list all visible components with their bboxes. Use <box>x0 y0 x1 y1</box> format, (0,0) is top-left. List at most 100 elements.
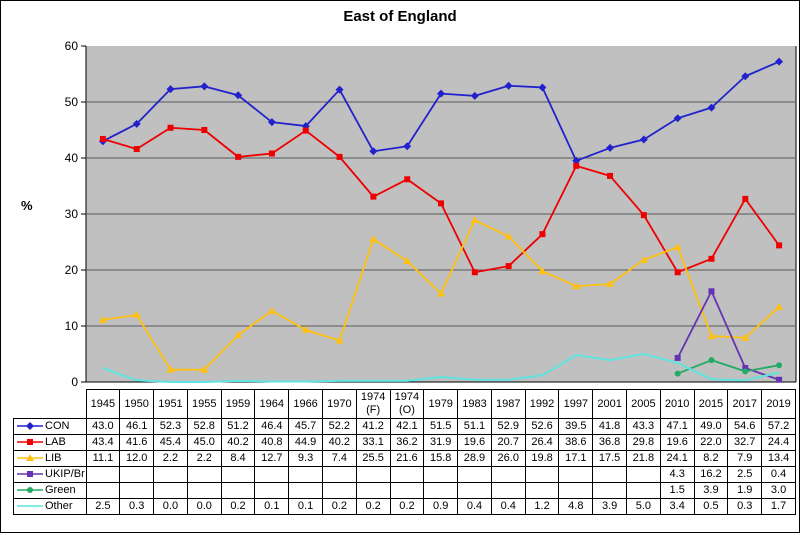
value-cell-con-1951: 52.3 <box>153 418 188 435</box>
year-header-1959: 1959 <box>220 389 256 419</box>
data-point-lab-1964 <box>268 150 275 157</box>
year-header-2015: 2015 <box>693 389 729 419</box>
data-point-con-1974-o <box>403 142 412 151</box>
chart-title: East of England <box>343 8 457 25</box>
legend-marker-shape-ukip-br <box>27 471 33 478</box>
value-cell-con-1987: 52.9 <box>490 418 526 435</box>
value-cell-other-1997: 4.8 <box>558 498 594 515</box>
legend-marker-icon-lib <box>17 454 43 462</box>
value-cell-green-1964 <box>254 482 290 499</box>
value-cell-other-1992: 1.2 <box>524 498 560 515</box>
year-header-1950: 1950 <box>119 389 155 419</box>
value-cell-lab-1979: 31.9 <box>423 434 459 451</box>
data-point-lib-1950 <box>132 310 141 318</box>
legend-item-other: Other <box>13 498 87 515</box>
year-header-2010: 2010 <box>659 389 695 419</box>
year-header-2001: 2001 <box>592 389 627 419</box>
year-header-1964: 1964 <box>254 389 290 419</box>
value-cell-con-2015: 49.0 <box>693 418 729 435</box>
data-point-con-2001 <box>606 143 615 152</box>
value-cell-con-1992: 52.6 <box>524 418 560 435</box>
data-point-lab-1974-o <box>404 176 411 183</box>
value-cell-lab-1966: 44.9 <box>288 434 323 451</box>
value-cell-other-1945: 2.5 <box>85 498 121 515</box>
value-cell-lib-1997: 17.1 <box>558 450 594 467</box>
data-point-con-1950 <box>132 119 141 128</box>
value-cell-other-2005: 5.0 <box>626 498 661 515</box>
data-point-lab-2017 <box>742 195 749 202</box>
value-cell-lab-1987: 20.7 <box>490 434 526 451</box>
data-point-ukip-br-2015 <box>708 288 715 295</box>
value-cell-ukip-br-1997 <box>558 466 594 483</box>
value-cell-lab-1974-o: 36.2 <box>389 434 425 451</box>
value-cell-ukip-br-1945 <box>85 466 121 483</box>
year-header-1992: 1992 <box>524 389 560 419</box>
data-point-con-2019 <box>775 57 784 66</box>
data-point-con-2017 <box>741 72 750 81</box>
value-cell-lib-2001: 17.5 <box>592 450 627 467</box>
data-point-con-1951 <box>166 85 175 94</box>
data-point-lib-2001 <box>606 280 615 287</box>
value-cell-green-1966 <box>288 482 323 499</box>
legend-item-lab: LAB <box>13 434 87 451</box>
data-point-lab-1974-f <box>370 193 377 200</box>
value-cell-green-1974-o <box>389 482 425 499</box>
data-point-lab-1987 <box>505 263 512 270</box>
data-point-lib-2017 <box>741 333 750 341</box>
value-cell-lab-1945: 43.4 <box>85 434 121 451</box>
value-cell-other-1950: 0.3 <box>119 498 155 515</box>
year-header-1974-o: 1974 (O) <box>389 389 425 419</box>
data-point-ukip-br-2017 <box>742 365 749 371</box>
value-cell-lib-1945: 11.1 <box>85 450 121 467</box>
value-cell-lab-2010: 19.6 <box>659 434 695 451</box>
data-point-lib-1959 <box>234 330 243 338</box>
value-cell-con-1983: 51.1 <box>457 418 492 435</box>
data-point-lab-1983 <box>471 269 478 276</box>
data-table: 1945 1950 1951 1955 1959 1964 1966 1970 1974 (F)… <box>13 389 796 515</box>
value-cell-lib-1959: 8.4 <box>220 450 256 467</box>
value-cell-lib-1964: 12.7 <box>254 450 290 467</box>
value-cell-other-2019: 1.7 <box>761 498 796 515</box>
value-cell-lib-2017: 7.9 <box>727 450 763 467</box>
data-point-lib-1964 <box>267 306 276 314</box>
legend-marker-icon-con <box>17 422 43 431</box>
data-point-lib-1974-o <box>403 257 412 265</box>
series-label-other: Other <box>45 500 73 513</box>
value-cell-green-1997 <box>558 482 594 499</box>
data-point-lab-1945 <box>99 135 106 142</box>
year-header-1979: 1979 <box>423 389 459 419</box>
value-cell-lib-1974-o: 21.6 <box>389 450 425 467</box>
data-point-con-1970 <box>335 85 344 94</box>
value-cell-lab-1950: 41.6 <box>119 434 155 451</box>
value-cell-lab-1983: 19.6 <box>457 434 492 451</box>
value-cell-lab-1970: 40.2 <box>321 434 357 451</box>
value-cell-green-1983 <box>457 482 492 499</box>
value-cell-lab-1974-f: 33.1 <box>355 434 391 451</box>
value-cell-ukip-br-1974-o <box>389 466 425 483</box>
data-point-lib-2005 <box>639 255 648 263</box>
series-label-con: CON <box>45 420 70 433</box>
series-label-lib: LIB <box>45 452 62 465</box>
value-cell-green-2017: 1.9 <box>727 482 763 499</box>
year-header-1951: 1951 <box>153 389 188 419</box>
value-cell-lib-1974-f: 25.5 <box>355 450 391 467</box>
legend-marker-icon-ukip-br <box>17 471 43 478</box>
year-header-1997: 1997 <box>558 389 594 419</box>
value-cell-con-1964: 46.4 <box>254 418 290 435</box>
value-cell-ukip-br-1951 <box>153 466 188 483</box>
value-cell-con-1974-o: 42.1 <box>389 418 425 435</box>
data-point-lab-1955 <box>201 127 208 133</box>
data-point-lib-1945 <box>98 315 107 323</box>
series-line-other <box>102 353 780 383</box>
value-cell-other-1979: 0.9 <box>423 498 459 515</box>
data-point-con-1955 <box>200 82 209 91</box>
data-point-lib-1983 <box>470 216 479 224</box>
data-point-lib-1974-f <box>369 235 378 243</box>
value-cell-lab-1959: 40.2 <box>220 434 256 451</box>
data-point-lab-1951 <box>167 124 174 131</box>
value-cell-green-1950 <box>119 482 155 499</box>
value-cell-con-1970: 52.2 <box>321 418 357 435</box>
value-cell-lab-2019: 24.4 <box>761 434 796 451</box>
table-row-con: CON 43.0 46.1 52.3 52.8 51.2 46.4 45.7 52.2 41.2 4… <box>13 418 796 435</box>
